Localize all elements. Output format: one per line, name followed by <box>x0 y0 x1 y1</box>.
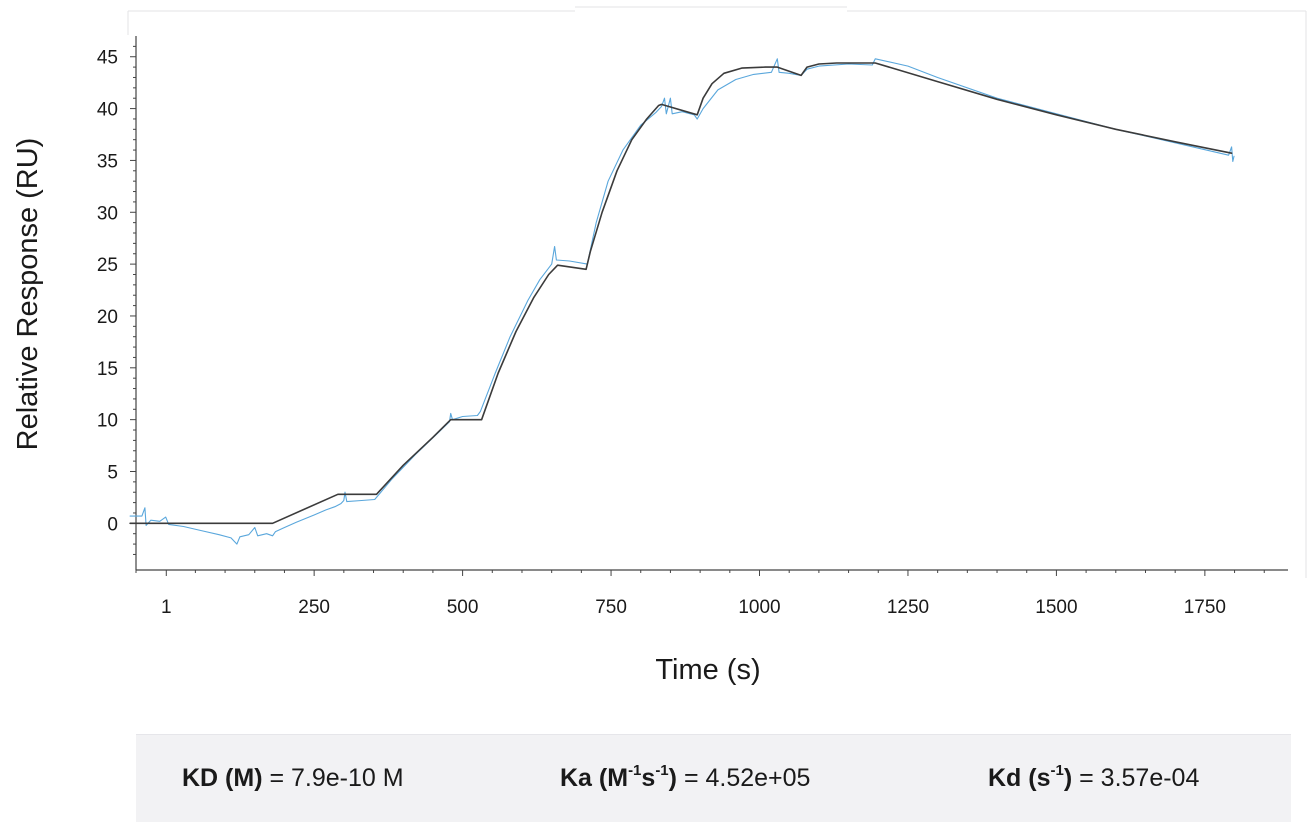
kd-dissociation-value: = 3.57e-04 <box>1079 764 1200 792</box>
ka-association-value: = 4.52e+05 <box>683 764 811 792</box>
kd-dissociation-label: Kd (s-1) <box>988 761 1073 792</box>
y-tick-label: 0 <box>107 514 118 535</box>
y-axis-title: Relative Response (RU) <box>12 138 44 451</box>
y-tick-label: 10 <box>97 411 118 432</box>
x-tick-label: 1250 <box>887 597 929 618</box>
y-tick-label: 5 <box>107 462 118 483</box>
y-tick-label: 20 <box>97 307 118 328</box>
x-tick-label: 1 <box>161 597 172 618</box>
x-tick-label: 250 <box>298 597 330 618</box>
x-tick-label: 1750 <box>1184 597 1226 618</box>
kd-dissociation-result: Kd (s-1) = 3.57e-04 <box>988 735 1199 822</box>
y-tick-label: 30 <box>97 203 118 224</box>
kd-equilibrium-label: KD (M) <box>182 764 263 792</box>
x-tick-label: 1500 <box>1035 597 1077 618</box>
data-series <box>129 58 1235 545</box>
y-tick-label: 45 <box>97 48 118 69</box>
ka-association-result: Ka (M-1s-1) = 4.52e+05 <box>560 735 810 822</box>
measured-response-line <box>129 58 1235 545</box>
kd-equilibrium-result: KD (M) = 7.9e-10 M <box>182 735 404 822</box>
y-tick-label: 35 <box>97 151 118 172</box>
y-tick-label: 25 <box>97 255 118 276</box>
x-tick-label: 1000 <box>738 597 780 618</box>
fit-curve-line <box>129 62 1233 525</box>
ka-association-label: Ka (M-1s-1) <box>560 761 677 792</box>
y-tick-label: 15 <box>97 359 118 380</box>
kinetics-results-panel: KD (M) = 7.9e-10 M Ka (M-1s-1) = 4.52e+0… <box>136 734 1291 822</box>
x-tick-label: 500 <box>447 597 479 618</box>
x-axis-title: Time (s) <box>655 654 760 686</box>
kd-equilibrium-value: = 7.9e-10 M <box>269 764 404 792</box>
y-tick-label: 40 <box>97 100 118 121</box>
x-tick-label: 750 <box>595 597 627 618</box>
